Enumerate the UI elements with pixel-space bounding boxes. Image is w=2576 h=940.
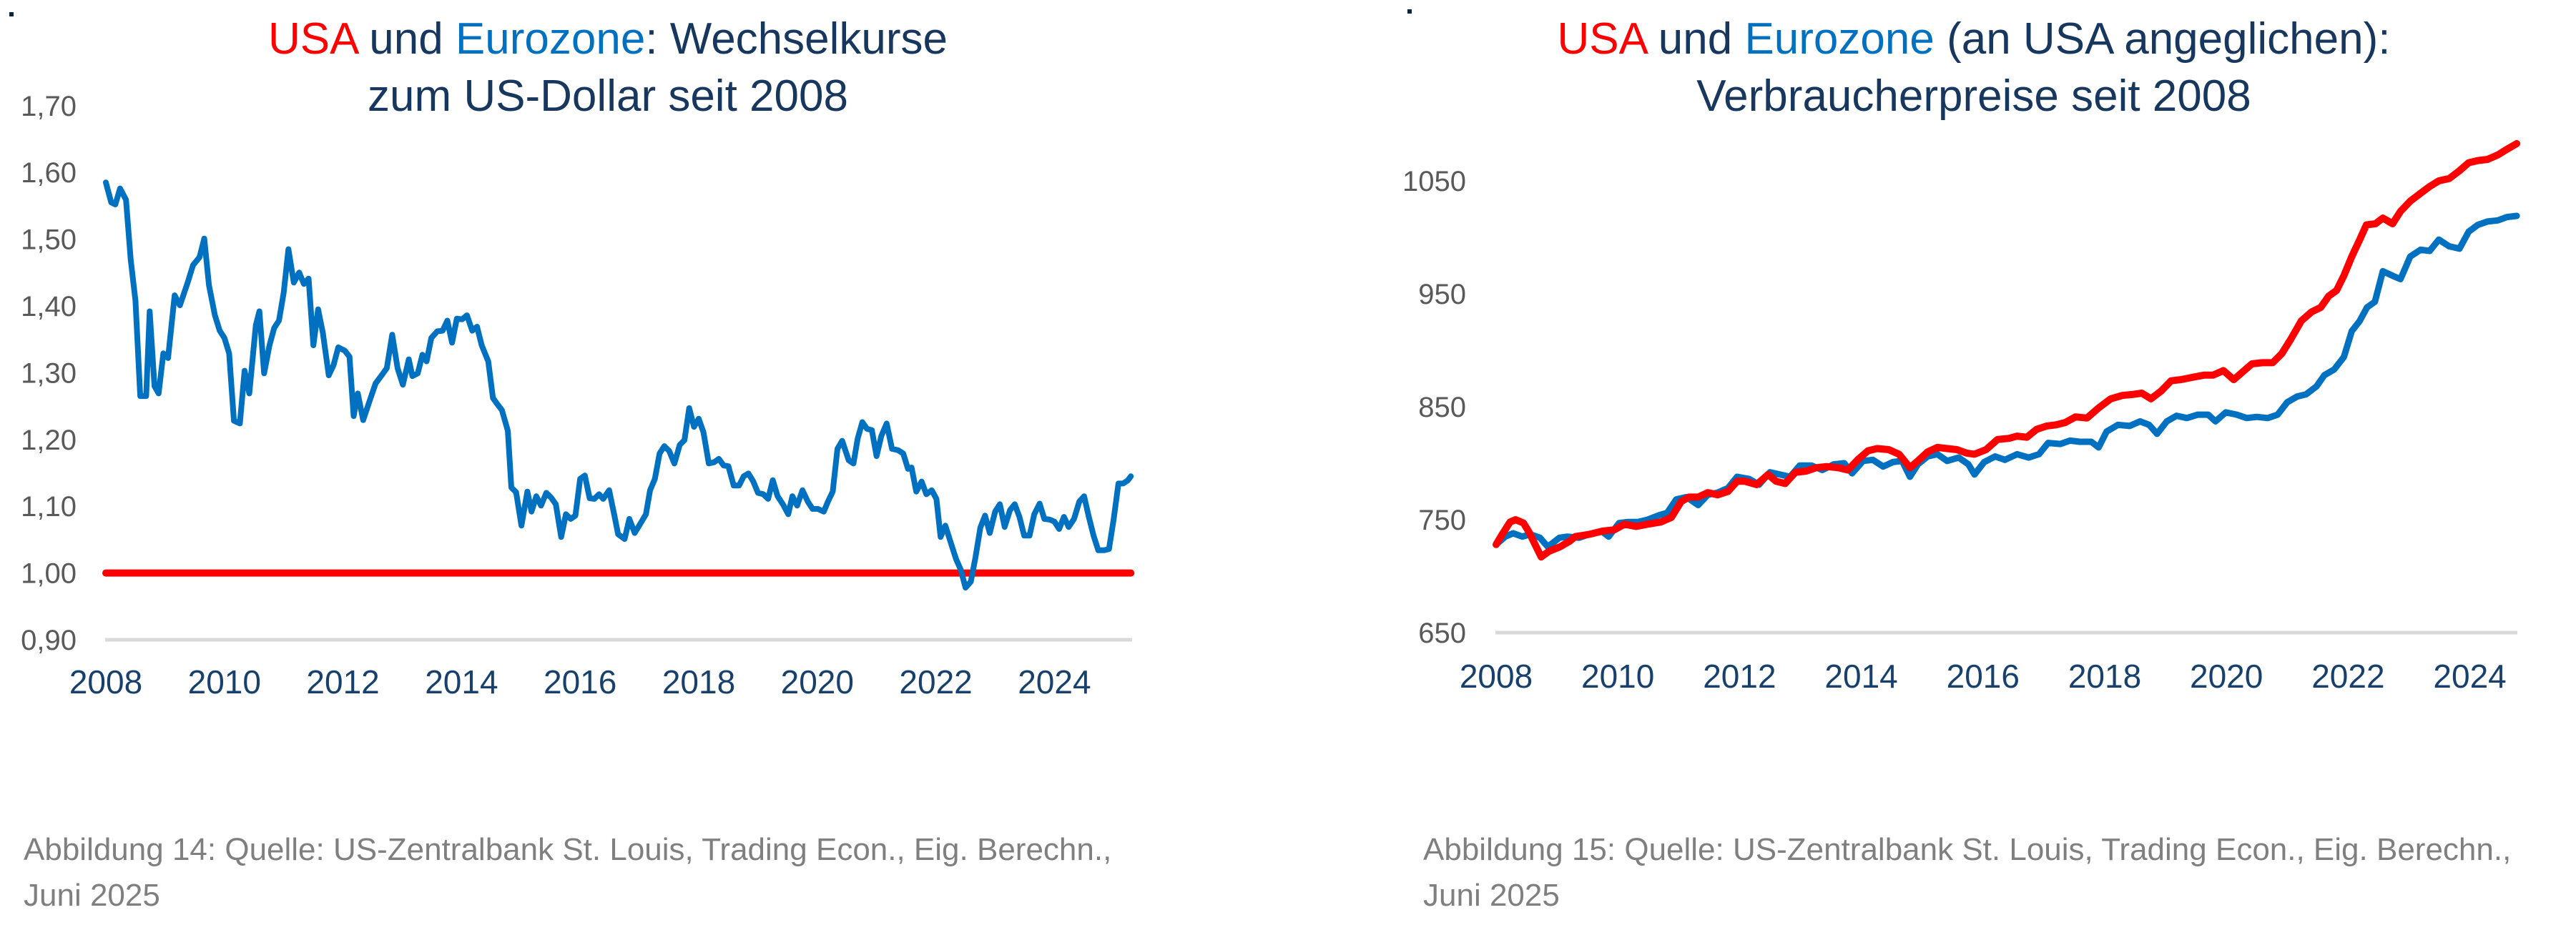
x-tick-label: 2020: [781, 663, 854, 701]
series-line-usa: [1493, 139, 2521, 561]
y-axis-ticks: 650 750 850 950 1050: [1402, 166, 1466, 649]
y-tick-label: 1,40: [21, 291, 77, 322]
x-tick-label: 2008: [69, 663, 142, 701]
x-tick-label: 2018: [2068, 658, 2141, 695]
y-tick-label: 950: [1418, 279, 1466, 310]
y-tick-label: 1,60: [21, 157, 77, 189]
title-usa: USA: [1557, 14, 1648, 64]
x-tick-label: 2010: [1581, 658, 1654, 695]
marker-dot: [9, 12, 14, 16]
y-tick-label: 850: [1418, 392, 1466, 423]
y-tick-label: 1,00: [21, 558, 77, 590]
x-axis-ticks: 2008 2010 2012 2014 2016 2018 2020 2022 2024: [69, 663, 1091, 701]
y-tick-label: 650: [1418, 618, 1466, 649]
x-tick-label: 2018: [662, 663, 735, 701]
x-tick-label: 2010: [188, 663, 261, 701]
title-und: und: [1646, 14, 1745, 64]
series-line-eurozone: [1493, 212, 2520, 550]
chart-title-line1: USA und Eurozone: Wechselkurse: [268, 14, 948, 64]
marker-dot: [1407, 9, 1412, 14]
series-line-eurozone: [103, 179, 1134, 591]
y-axis-ticks: 0,90 1,00 1,10 1,20 1,30 1,40 1,50 1,60 1,70: [21, 91, 77, 656]
x-tick-label: 2022: [899, 663, 972, 701]
title-rest: : Wechselkurse: [645, 14, 948, 64]
x-axis-ticks: 2008 2010 2012 2014 2016 2018 2020 2022 2024: [1460, 658, 2507, 695]
figure-caption-line1: Abbildung 15: Quelle: US-Zentralbank St.…: [1423, 832, 2511, 867]
y-tick-label: 1,30: [21, 357, 77, 389]
title-rest: (an USA angeglichen):: [1935, 14, 2391, 64]
title-eurozone: Eurozone: [456, 14, 645, 64]
x-tick-label: 2012: [306, 663, 379, 701]
series-lines: [102, 179, 1135, 591]
x-tick-label: 2012: [1703, 658, 1776, 695]
x-tick-label: 2014: [425, 663, 498, 701]
y-tick-label: 1050: [1402, 166, 1466, 197]
consumer-prices-chart: USA und Eurozone (an USA angeglichen): V…: [1402, 14, 2521, 913]
y-tick-label: 1,20: [21, 425, 77, 456]
figure-caption-line2: Juni 2025: [24, 878, 160, 913]
title-eurozone: Eurozone: [1744, 14, 1934, 64]
figure-caption-line1: Abbildung 14: Quelle: US-Zentralbank St.…: [24, 832, 1111, 867]
x-tick-label: 2016: [544, 663, 616, 701]
y-tick-label: 1,70: [21, 91, 77, 122]
title-usa: USA: [268, 14, 360, 64]
chart-title-line2: Verbraucherpreise seit 2008: [1696, 71, 2251, 121]
y-tick-label: 0,90: [21, 625, 77, 656]
x-tick-label: 2014: [1824, 658, 1897, 695]
chart-title-line1: USA und Eurozone (an USA angeglichen):: [1557, 14, 2390, 64]
x-tick-label: 2022: [2311, 658, 2384, 695]
x-tick-label: 2024: [2433, 658, 2506, 695]
y-tick-label: 750: [1418, 505, 1466, 536]
y-tick-label: 1,10: [21, 491, 77, 523]
series-lines: [1493, 139, 2521, 561]
x-tick-label: 2008: [1460, 658, 1533, 695]
x-tick-label: 2016: [1947, 658, 2020, 695]
title-und: und: [357, 14, 456, 64]
figure-caption-line2: Juni 2025: [1423, 878, 1560, 913]
chart-title-line2: zum US-Dollar seit 2008: [368, 71, 848, 121]
x-tick-label: 2024: [1018, 663, 1091, 701]
y-tick-label: 1,50: [21, 224, 77, 256]
exchange-rate-chart: USA und Eurozone: Wechselkurse zum US-Do…: [21, 14, 1135, 913]
x-tick-label: 2020: [2190, 658, 2263, 695]
